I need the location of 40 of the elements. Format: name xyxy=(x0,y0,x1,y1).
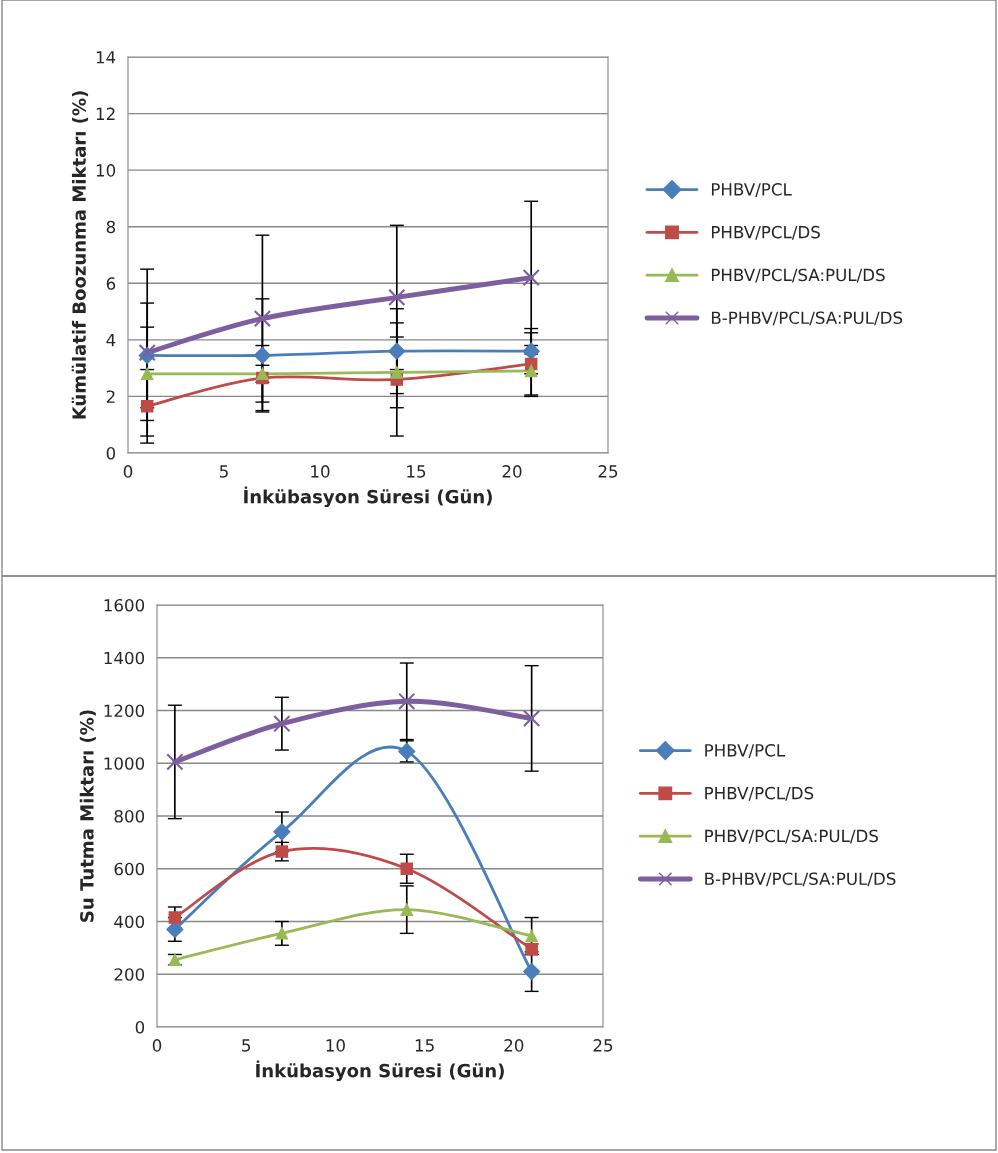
y-tick-label: 8 xyxy=(106,220,116,234)
legend-label: PHBV/PCL/SA:PUL/DS xyxy=(705,829,878,844)
y-tick-label: 200 xyxy=(114,968,145,981)
y-tick-label: 800 xyxy=(114,809,145,823)
y-tick-label: 0 xyxy=(135,1020,145,1034)
legend-label: PHBV/PCL/DS xyxy=(705,786,814,801)
x-tick-label: 5 xyxy=(242,1039,251,1052)
x-tick-label: 20 xyxy=(502,465,522,478)
legend-label: PHBV/PCL/SA:PUL/DS xyxy=(711,268,885,283)
x-tick-label: 10 xyxy=(311,465,330,478)
y-axis-title: Kümülatif Boozunma Miktarı (%) xyxy=(71,91,89,419)
y-tick-label: 6 xyxy=(106,277,116,290)
x-tick-label: 25 xyxy=(593,1039,613,1052)
legend-label: B-PHBV/PCL/SA:PUL/DS xyxy=(711,311,903,326)
x-axis-title: İnkübasyon Süresi (Gün) xyxy=(244,486,492,508)
y-tick-label: 1000 xyxy=(104,757,145,770)
x-tick-label: 25 xyxy=(598,465,618,478)
x-tick-label: 15 xyxy=(415,1039,434,1052)
y-tick-label: 1600 xyxy=(104,598,145,612)
y-tick-label: 0 xyxy=(106,446,116,460)
x-tick-label: 10 xyxy=(326,1039,345,1052)
legend-label: PHBV/PCL xyxy=(711,183,792,197)
y-axis-title: Su Tutma Miktarı (%) xyxy=(79,710,96,922)
y-tick-label: 2 xyxy=(106,390,115,403)
y-tick-label: 400 xyxy=(114,915,145,929)
legend-label: PHBV/PCL/DS xyxy=(711,225,820,240)
x-tick-label: 0 xyxy=(152,1039,162,1052)
y-tick-label: 600 xyxy=(114,862,145,876)
x-tick-label: 5 xyxy=(219,465,228,478)
x-tick-label: 20 xyxy=(504,1039,524,1052)
y-tick-label: 1400 xyxy=(104,651,145,665)
y-tick-label: 1200 xyxy=(104,704,145,718)
x-tick-label: 15 xyxy=(407,465,426,478)
y-tick-label: 4 xyxy=(106,334,116,347)
y-tick-label: 12 xyxy=(96,107,115,120)
y-tick-label: 10 xyxy=(96,164,116,177)
legend-label: B-PHBV/PCL/SA:PUL/DS xyxy=(705,872,896,887)
x-axis-title: İnkübasyon Süresi (Gün) xyxy=(256,1060,504,1082)
y-tick-label: 14 xyxy=(96,51,116,64)
legend-label: PHBV/PCL xyxy=(705,744,786,758)
